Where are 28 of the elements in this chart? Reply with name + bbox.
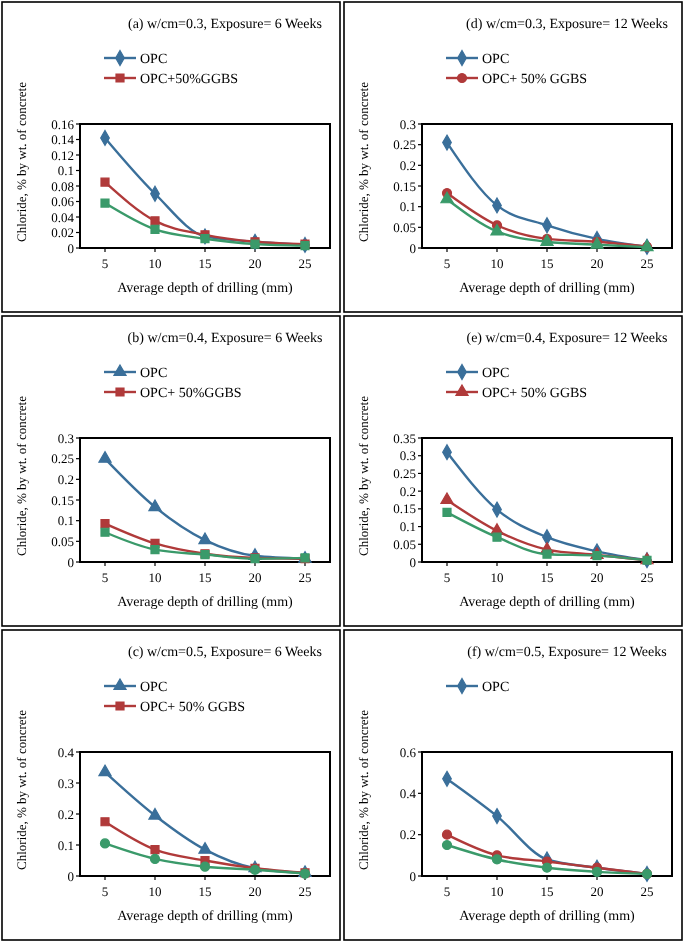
point [440, 492, 454, 505]
point [100, 518, 110, 529]
point [100, 527, 110, 537]
point [492, 532, 502, 542]
point [541, 862, 553, 873]
point [441, 829, 453, 840]
point [198, 842, 212, 854]
point [198, 532, 212, 545]
point [99, 838, 111, 849]
point [440, 191, 454, 204]
point [100, 177, 110, 187]
point [150, 224, 160, 234]
point [100, 817, 110, 827]
point [98, 764, 112, 777]
point [149, 853, 161, 865]
point [98, 451, 112, 463]
point [148, 807, 162, 820]
point [199, 861, 211, 872]
point [542, 549, 552, 559]
point [150, 845, 160, 855]
point [150, 216, 160, 226]
point [148, 499, 162, 512]
point [441, 839, 453, 851]
point [150, 545, 160, 555]
point [490, 223, 504, 236]
point [100, 198, 110, 208]
point [592, 551, 602, 561]
point [442, 507, 452, 517]
